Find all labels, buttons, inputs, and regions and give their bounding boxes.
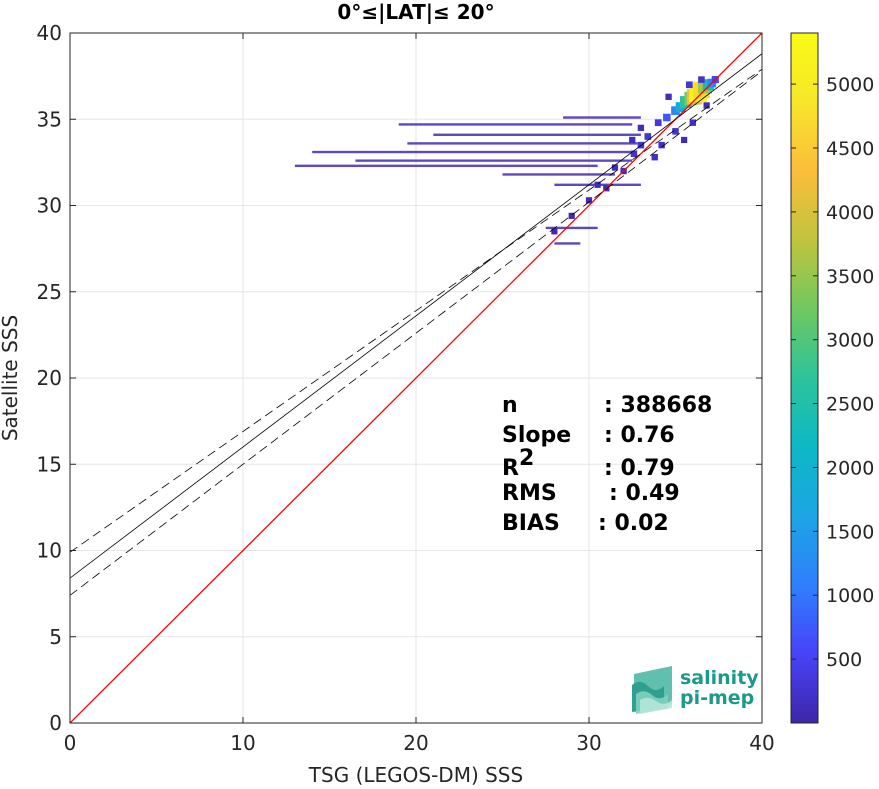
density-streak — [433, 133, 641, 136]
logo-text-salinity: salinity — [680, 667, 759, 689]
colorbar: 500 1000 1500 2000 2500 3000 3500 4000 4500 5000 — [790, 32, 874, 724]
density-point — [654, 119, 662, 127]
density-point — [698, 76, 705, 83]
density-streak — [545, 226, 598, 230]
stat-label: RMS — [502, 481, 557, 506]
stat-label: R — [502, 456, 519, 481]
stat-label: Slope — [502, 423, 571, 448]
colorbar-tick-label: 4500 — [826, 138, 874, 160]
density-streak — [563, 116, 641, 119]
colorbar-tick-label: 5000 — [826, 74, 874, 96]
axis-ticks: 0 10 20 30 40 0 5 10 15 20 25 30 35 40 — [37, 21, 775, 755]
density-point — [681, 136, 688, 144]
density-cloud — [294, 76, 719, 245]
stat-label: n — [502, 393, 518, 418]
colorbar-tick-label: 3500 — [826, 266, 874, 288]
colorbar-tick-label: 4000 — [826, 202, 874, 224]
density-point — [665, 93, 672, 100]
chart-title: 0°≤|LAT|≤ 20° — [337, 0, 494, 24]
fit-line — [70, 53, 762, 579]
salinity-pi-mep-logo: salinity pi-mep — [632, 666, 759, 714]
stat-value: : 0.79 — [604, 456, 675, 481]
stat-value: : 388668 — [604, 393, 712, 418]
density-point — [585, 197, 593, 204]
x-tick-label: 0 — [64, 731, 77, 755]
stat-value: : 0.02 — [598, 511, 669, 536]
density-point — [663, 113, 671, 122]
y-tick-label: 10 — [37, 539, 62, 563]
stat-label: BIAS — [502, 511, 560, 536]
y-tick-label: 15 — [37, 452, 62, 476]
logo-text-pi-mep: pi-mep — [680, 687, 754, 709]
y-tick-label: 35 — [37, 107, 62, 131]
colorbar-tick-label: 500 — [826, 649, 862, 671]
colorbar-tick-label: 3000 — [826, 330, 874, 352]
density-point — [689, 119, 696, 126]
density-streak — [502, 173, 615, 176]
density-point — [651, 154, 658, 161]
colorbar-tick-label: 2500 — [826, 394, 874, 416]
y-tick-label: 5 — [49, 625, 62, 649]
x-tick-label: 10 — [230, 731, 255, 755]
fit-upper-bound-line — [70, 68, 762, 553]
y-tick-label: 40 — [37, 21, 62, 45]
density-point — [686, 81, 693, 89]
density-streak — [355, 159, 633, 162]
density-point — [644, 133, 652, 140]
colorbar-scale — [790, 32, 819, 724]
density-point — [594, 181, 601, 188]
stat-label-superscript: 2 — [519, 446, 534, 471]
stat-value: : 0.49 — [609, 481, 680, 506]
fit-lower-bound-line — [70, 70, 762, 596]
stat-value: : 0.76 — [604, 423, 675, 448]
density-point — [671, 106, 680, 115]
density-point — [658, 141, 665, 149]
density-point — [551, 228, 558, 235]
y-tick-label: 30 — [37, 194, 62, 218]
density-point — [637, 124, 645, 132]
colorbar-ticks: 500 1000 1500 2000 2500 3000 3500 4000 4500 5000 — [791, 74, 874, 671]
density-point — [630, 150, 638, 157]
density-streak — [398, 123, 633, 126]
y-tick-label: 20 — [37, 366, 62, 390]
density-point — [703, 102, 710, 109]
identity-line — [70, 33, 762, 723]
density-streak — [312, 150, 633, 154]
y-axis-label: Satellite SSS — [0, 315, 22, 441]
colorbar-tick-label: 1500 — [826, 521, 874, 543]
density-streak — [554, 242, 581, 245]
density-point — [611, 164, 619, 171]
x-axis-label: TSG (LEGOS-DM) SSS — [308, 763, 523, 787]
density-point — [629, 136, 636, 144]
density-streak — [407, 142, 638, 145]
x-tick-label: 40 — [749, 731, 774, 755]
wave-logo-icon — [632, 666, 672, 714]
y-tick-label: 25 — [37, 280, 62, 304]
colorbar-tick-label: 1000 — [826, 585, 874, 607]
x-tick-label: 30 — [576, 731, 601, 755]
density-point — [672, 128, 679, 135]
stats-box: n : 388668 Slope : 0.76 R 2 : 0.79 RMS : 0.49 BIA… — [502, 393, 712, 536]
x-tick-label: 20 — [403, 731, 428, 755]
y-tick-label: 0 — [49, 711, 62, 735]
regression-lines — [70, 33, 762, 723]
density-point — [568, 212, 575, 219]
density-streak — [294, 164, 598, 168]
colorbar-tick-label: 2000 — [826, 457, 874, 479]
